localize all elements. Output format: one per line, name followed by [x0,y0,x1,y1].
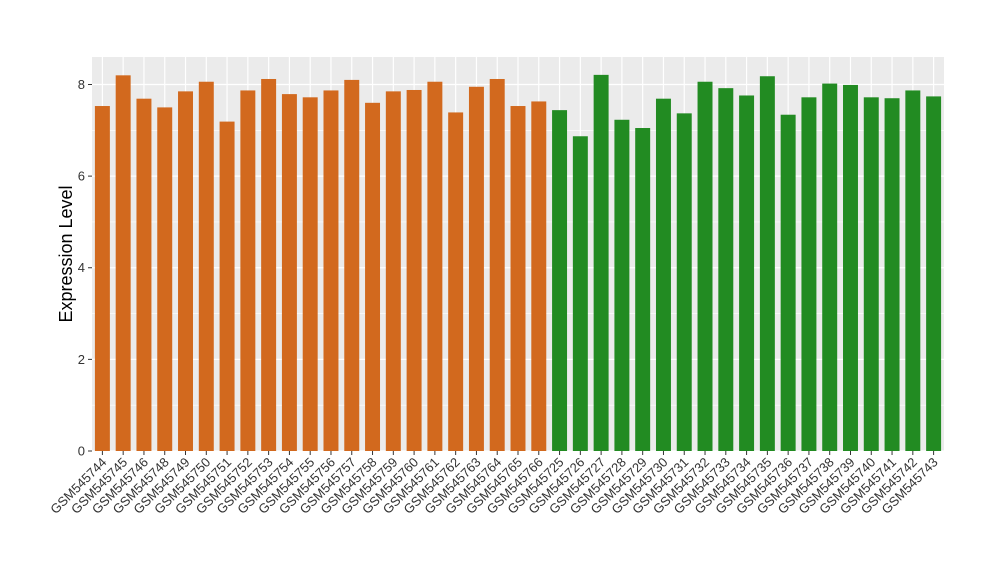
y-tick-label: 0 [78,444,85,459]
bar-GSM545726 [572,136,588,452]
y-tick-label: 6 [78,169,85,184]
bar-GSM545743 [926,96,942,452]
x-axis: GSM545744GSM545745GSM545746GSM545748GSM5… [47,451,941,517]
bar-GSM545748 [157,107,173,451]
bar-GSM545757 [344,79,360,451]
bar-GSM545765 [510,106,526,451]
y-tick-label: 2 [78,352,85,367]
bar-GSM545755 [302,97,318,451]
bars [94,74,942,452]
bar-GSM545734 [739,95,755,452]
bar-GSM545760 [406,89,422,451]
bar-GSM545740 [863,97,879,451]
bar-GSM545762 [448,112,464,452]
bar-GSM545742 [905,90,921,451]
bar-GSM545752 [240,90,256,451]
bar-GSM545750 [198,81,214,451]
bar-GSM545730 [655,98,671,451]
bar-GSM545749 [178,91,193,451]
bar-GSM545728 [614,119,630,452]
bar-GSM545758 [365,102,381,451]
y-axis: 0 2 4 6 8 [78,77,92,459]
bar-GSM545736 [780,114,796,451]
bar-GSM545759 [385,91,401,451]
y-tick-label: 4 [78,260,85,275]
bar-GSM545763 [468,86,484,452]
bar-GSM545738 [822,83,838,452]
bar-GSM545739 [843,84,858,452]
y-axis-title: Expression Level [56,185,76,322]
bar-GSM545754 [281,94,297,451]
bar-GSM545761 [427,81,443,451]
bar-GSM545746 [136,98,152,451]
bar-GSM545766 [531,101,547,451]
bar-GSM545725 [552,110,568,451]
bar-GSM545741 [884,98,900,452]
bar-GSM545727 [593,74,609,452]
bar-GSM545764 [489,78,505,452]
bar-GSM545733 [718,88,734,451]
bar-GSM545731 [676,113,692,451]
bar-GSM545737 [801,97,817,451]
bar-GSM545751 [219,121,235,452]
bar-GSM545732 [697,81,713,451]
bar-GSM545729 [635,128,651,451]
bar-GSM545756 [323,90,339,451]
bar-GSM545735 [759,76,775,452]
bar-GSM545744 [94,106,110,451]
y-tick-label: 8 [78,77,85,92]
bar-GSM545753 [261,78,277,452]
bar-GSM545745 [115,75,131,451]
